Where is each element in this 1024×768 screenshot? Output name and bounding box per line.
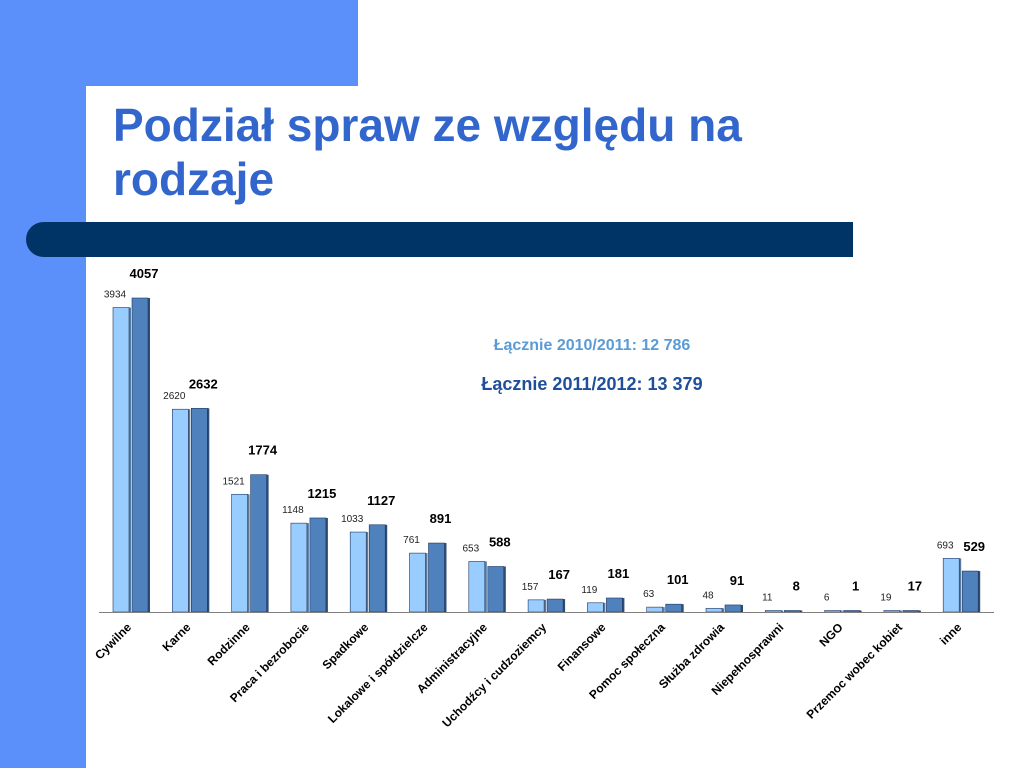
bar-2010-2011	[349, 531, 367, 613]
slide-title: Podział spraw ze względu na rodzaje	[113, 99, 742, 205]
value-label-2010-2011: 3934	[104, 290, 127, 301]
value-label-2011-2012: 181	[608, 566, 630, 581]
value-label-2010-2011: 6	[824, 593, 830, 604]
bar-2010-2011	[764, 610, 782, 613]
bar-2011-2012	[843, 610, 860, 613]
top-accent-block	[0, 0, 358, 86]
value-label-2011-2012: 8	[793, 579, 800, 594]
value-label-2011-2012: 1	[852, 579, 859, 594]
left-accent-strip	[0, 0, 86, 768]
value-label-2011-2012: 891	[430, 511, 452, 526]
value-label-2010-2011: 11	[762, 593, 773, 604]
value-label-2011-2012: 1215	[307, 486, 336, 501]
value-label-2011-2012: 4057	[130, 266, 159, 281]
value-label-2010-2011: 693	[937, 540, 954, 551]
bar-group	[112, 297, 981, 613]
value-label-2010-2011: 1521	[222, 476, 245, 487]
bar-2010-2011	[646, 606, 664, 613]
value-label-2010-2011: 1033	[341, 514, 364, 525]
bar-2011-2012	[961, 570, 979, 613]
bar-2011-2012	[309, 517, 327, 613]
value-label-2011-2012: 1774	[248, 443, 278, 458]
value-label-2011-2012: 529	[963, 539, 985, 554]
bar-2011-2012	[665, 603, 683, 613]
bar-2010-2011	[883, 610, 901, 613]
bar-2010-2011	[705, 607, 723, 613]
bar-2010-2011	[231, 493, 248, 613]
bar-2010-2011	[468, 561, 486, 613]
value-label-2010-2011: 653	[462, 543, 479, 554]
value-label-2011-2012: 2632	[189, 376, 218, 391]
bar-2010-2011	[290, 522, 308, 613]
value-label-2010-2011: 1148	[282, 505, 304, 516]
total-2011-2012: Łącznie 2011/2012: 13 379	[481, 374, 702, 394]
bar-2011-2012	[724, 604, 742, 613]
value-label-2011-2012: 91	[730, 573, 744, 588]
bar-2011-2012	[428, 542, 445, 613]
bar-2010-2011	[409, 552, 426, 613]
value-label-2011-2012: 167	[548, 567, 570, 582]
value-label-2010-2011: 19	[880, 593, 892, 604]
bar-2011-2012	[546, 598, 564, 613]
value-label-2010-2011: 63	[643, 589, 655, 600]
bar-2011-2012	[487, 566, 505, 613]
bar-2011-2012	[606, 597, 623, 613]
bar-2011-2012	[131, 297, 149, 613]
category-label: Spadkowe	[319, 620, 371, 672]
value-label-2010-2011: 2620	[163, 391, 186, 402]
bar-2011-2012	[368, 524, 386, 613]
category-label: Karne	[159, 620, 193, 654]
bar-2011-2012	[191, 407, 208, 613]
bar-2011-2012	[902, 610, 920, 613]
total-2010-2011: Łącznie 2010/2011: 12 786	[494, 337, 691, 354]
category-label: NGO	[816, 620, 845, 649]
value-label-2010-2011: 119	[581, 585, 597, 596]
value-label-2011-2012: 101	[667, 572, 689, 587]
bar-2010-2011	[527, 599, 545, 613]
bar-2010-2011	[824, 610, 841, 613]
bar-2010-2011	[172, 408, 189, 613]
bar-2010-2011	[112, 307, 130, 613]
category-label: Uchodźcy i cudzoziemcy	[439, 620, 549, 730]
category-label: Lokalowe i spółdzielcze	[325, 620, 431, 726]
value-label-2011-2012: 17	[908, 579, 922, 594]
category-label: Przemoc wobec kobiet	[804, 620, 905, 721]
value-label-2011-2012: 1127	[367, 493, 395, 508]
category-label: Cywilne	[92, 620, 134, 662]
category-label: Rodzinne	[205, 620, 253, 668]
bar-2011-2012	[783, 610, 801, 613]
bar-2010-2011	[587, 602, 604, 613]
content-panel	[86, 86, 1024, 768]
bar-2011-2012	[250, 474, 267, 613]
value-label-2010-2011: 48	[702, 590, 714, 601]
bar-2010-2011	[942, 558, 960, 613]
value-label-2010-2011: 761	[403, 535, 420, 546]
category-label: Finansowe	[555, 620, 609, 674]
title-divider-bar	[26, 222, 853, 257]
value-label-2011-2012: 588	[489, 534, 511, 549]
value-label-2010-2011: 157	[522, 582, 539, 593]
category-label: inne	[937, 620, 965, 648]
